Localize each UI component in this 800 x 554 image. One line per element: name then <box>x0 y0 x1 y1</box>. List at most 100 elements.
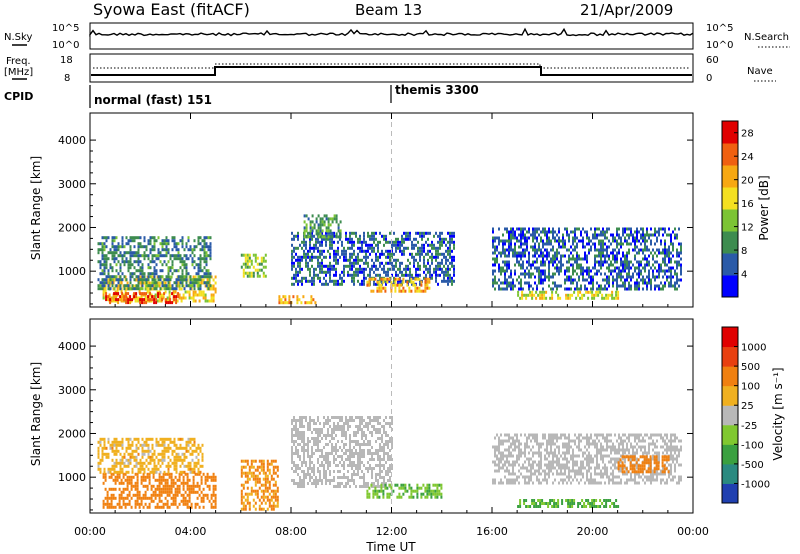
heatmap-cell <box>173 458 176 462</box>
heatmap-cell <box>157 452 160 456</box>
heatmap-cell <box>426 492 429 496</box>
heatmap-cell <box>648 254 650 258</box>
heatmap-cell <box>141 452 144 456</box>
heatmap-cell <box>634 284 636 288</box>
heatmap-cell <box>387 455 389 458</box>
heatmap-cell <box>126 502 129 506</box>
heatmap-cell <box>291 461 293 464</box>
heatmap-cell <box>564 227 566 231</box>
heatmap-cell <box>546 233 548 237</box>
heatmap-cell <box>151 260 154 264</box>
heatmap-cell <box>321 237 323 241</box>
heatmap-cell <box>102 290 105 294</box>
heatmap-cell <box>149 292 152 296</box>
heatmap-cell <box>194 293 197 297</box>
heatmap-cell <box>192 296 195 300</box>
heatmap-cell <box>325 243 327 247</box>
heatmap-cell <box>159 254 162 258</box>
heatmap-cell <box>323 264 325 268</box>
heatmap-cell <box>305 419 307 422</box>
heatmap-cell <box>602 233 604 237</box>
heatmap-cell <box>202 278 205 282</box>
heatmap-cell <box>658 230 660 234</box>
heatmap-cell <box>291 455 293 458</box>
heatmap-cell <box>181 446 184 450</box>
heatmap-cell <box>303 416 305 419</box>
heatmap-cell <box>341 482 343 485</box>
heatmap-cell <box>357 443 359 446</box>
heatmap-cell <box>119 470 122 474</box>
heatmap-cell <box>175 470 178 474</box>
heatmap-cell <box>323 249 325 253</box>
heatmap-cell <box>568 236 570 240</box>
heatmap-cell <box>339 476 341 479</box>
heatmap-cell <box>504 242 506 246</box>
heatmap-cell <box>184 499 187 503</box>
heatmap-cell <box>303 226 306 230</box>
heatmap-cell <box>426 495 429 499</box>
heatmap-cell <box>135 443 138 447</box>
heatmap-cell <box>264 501 267 505</box>
heatmap-cell <box>379 261 381 265</box>
heatmap-cell <box>325 437 327 440</box>
heatmap-cell <box>514 263 516 267</box>
heatmap-cell <box>121 470 124 474</box>
heatmap-cell <box>347 449 349 452</box>
heatmap-cell <box>386 495 389 499</box>
heatmap-cell <box>139 292 142 296</box>
heatmap-cell <box>335 449 337 452</box>
heatmap-cell <box>562 254 564 258</box>
heatmap-cell <box>516 227 518 231</box>
heatmap-cell <box>190 484 193 488</box>
heatmap-cell <box>506 266 508 270</box>
heatmap-cell <box>371 264 373 268</box>
heatmap-cell <box>658 251 660 255</box>
heatmap-cell <box>260 256 263 260</box>
heatmap-cell <box>387 255 389 259</box>
heatmap-cell <box>264 489 267 493</box>
heatmap-cell <box>377 273 379 277</box>
heatmap-cell <box>147 278 150 282</box>
heatmap-cell <box>171 461 174 465</box>
heatmap-cell <box>152 284 155 288</box>
heatmap-cell <box>202 290 205 294</box>
heatmap-cell <box>128 493 131 497</box>
heatmap-cell <box>622 227 624 231</box>
heatmap-cell <box>133 272 136 276</box>
heatmap-cell <box>343 267 345 271</box>
heatmap-cell <box>648 248 650 252</box>
heatmap-cell <box>115 470 118 474</box>
heatmap-cell <box>331 243 333 247</box>
heatmap-cell <box>149 242 152 246</box>
heatmap-cell <box>658 272 660 276</box>
heatmap-cell <box>160 493 163 497</box>
heatmap-cell <box>345 419 347 422</box>
heatmap-cell <box>266 486 269 490</box>
heatmap-cell <box>570 278 572 282</box>
heatmap-cell <box>291 419 293 422</box>
heatmap-cell <box>319 440 321 443</box>
heatmap-cell <box>178 293 181 297</box>
heatmap-cell <box>562 233 564 237</box>
heatmap-cell <box>680 269 682 273</box>
heatmap-cell <box>586 287 588 291</box>
heatmap-cell <box>293 464 295 467</box>
heatmap-cell <box>197 446 200 450</box>
heatmap-cell <box>615 296 618 300</box>
heatmap-cell <box>415 231 417 235</box>
heatmap-cell <box>420 283 423 287</box>
heatmap-cell <box>572 269 574 273</box>
heatmap-cell <box>604 284 606 288</box>
heatmap-cell <box>405 234 407 238</box>
heatmap-cell <box>394 277 397 281</box>
heatmap-cell <box>260 489 263 493</box>
heatmap-cell <box>171 263 174 267</box>
heatmap-cell <box>161 437 164 441</box>
heatmap-cell <box>297 467 299 470</box>
heatmap-cell <box>188 496 191 500</box>
heatmap-cell <box>311 431 313 434</box>
heatmap-cell <box>385 255 387 259</box>
heatmap-cell <box>312 298 315 302</box>
heatmap-cell <box>355 231 357 235</box>
heatmap-cell <box>439 240 441 244</box>
